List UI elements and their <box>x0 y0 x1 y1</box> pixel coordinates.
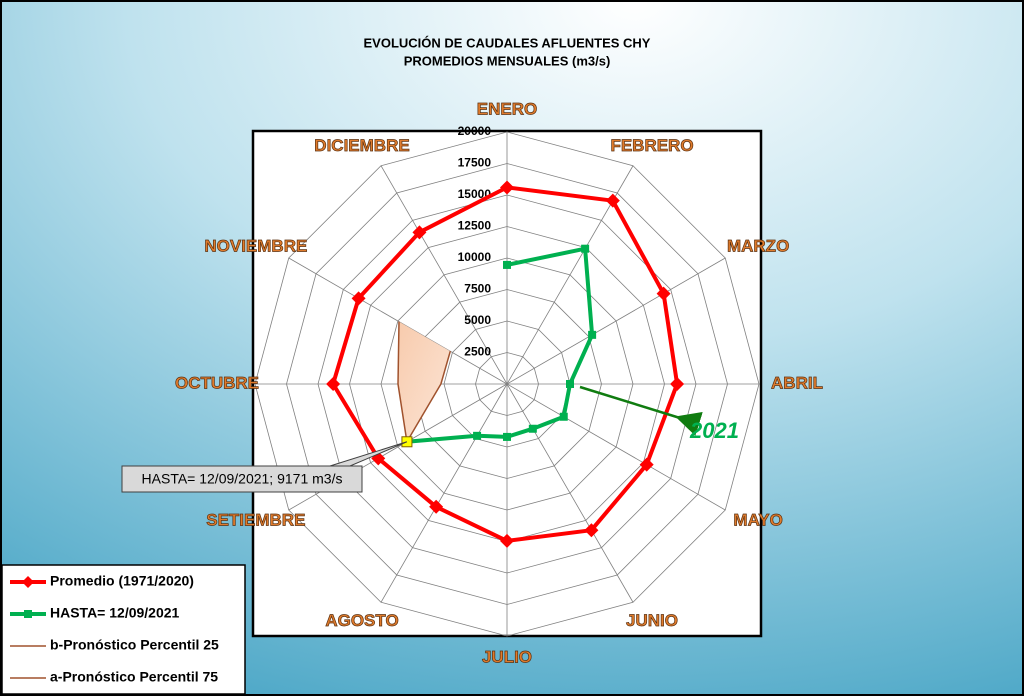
category-label: MAYO <box>733 510 782 529</box>
legend-label: Promedio (1971/2020) <box>50 573 194 589</box>
category-label: OCTUBRE <box>175 373 259 392</box>
percentile-band <box>398 321 451 442</box>
point <box>588 330 597 339</box>
point <box>473 431 482 440</box>
point <box>605 193 620 208</box>
spoke <box>506 383 634 603</box>
chart-subtitle: PROMEDIOS MENSUALES (m3/s) <box>404 53 611 68</box>
y-tick-label: 2500 <box>464 345 491 359</box>
point <box>670 377 685 391</box>
point <box>559 412 568 421</box>
point <box>528 424 537 433</box>
legend-marker <box>24 610 32 618</box>
category-label: ENERO <box>477 99 537 118</box>
series-line <box>406 350 452 443</box>
callout-box <box>121 465 363 493</box>
point <box>351 291 366 306</box>
point <box>412 225 427 240</box>
legend <box>1 564 246 695</box>
y-tick-label: 17500 <box>458 156 492 170</box>
point <box>581 244 590 253</box>
legend-marker <box>22 576 34 588</box>
annotation-arrow <box>579 385 703 436</box>
category-label: FEBRERO <box>610 136 693 155</box>
y-tick-label: 20000 <box>458 124 492 138</box>
category-label: DICIEMBRE <box>314 136 409 155</box>
y-tick-label: 10000 <box>458 250 492 264</box>
series-line <box>397 321 408 442</box>
category-label: AGOSTO <box>325 611 398 630</box>
point <box>429 499 444 514</box>
spoke <box>380 165 508 385</box>
point <box>639 457 654 472</box>
y-tick-label: 5000 <box>464 313 491 327</box>
category-label: JUNIO <box>626 611 678 630</box>
point <box>500 180 514 195</box>
y-tick-label: 7500 <box>464 282 491 296</box>
point <box>503 260 511 269</box>
chart-title: EVOLUCIÓN DE CAUDALES AFLUENTES CHY <box>364 35 651 50</box>
point <box>584 523 599 538</box>
spoke <box>506 257 726 385</box>
legend-label: HASTA= 12/09/2021 <box>50 605 180 621</box>
category-label: SETIEMBRE <box>206 510 305 529</box>
category-label: NOVIEMBRE <box>204 236 307 255</box>
point <box>500 533 514 548</box>
legend-label: b-Pronóstico Percentil 25 <box>50 637 219 653</box>
category-label: JULIO <box>482 647 532 666</box>
spoke <box>506 383 726 511</box>
category-label: ABRIL <box>771 373 823 392</box>
point <box>656 286 671 301</box>
category-label: MARZO <box>727 236 789 255</box>
point <box>566 380 574 388</box>
spoke <box>288 257 508 385</box>
spoke <box>380 383 508 603</box>
point <box>326 377 341 391</box>
callout-text: HASTA= 12/09/2021; 9171 m3/s <box>142 471 343 487</box>
annotation: 2021 <box>689 418 739 443</box>
y-tick-label: 12500 <box>458 219 492 233</box>
point <box>503 432 511 441</box>
legend-label: a-Pronóstico Percentil 75 <box>50 669 218 685</box>
